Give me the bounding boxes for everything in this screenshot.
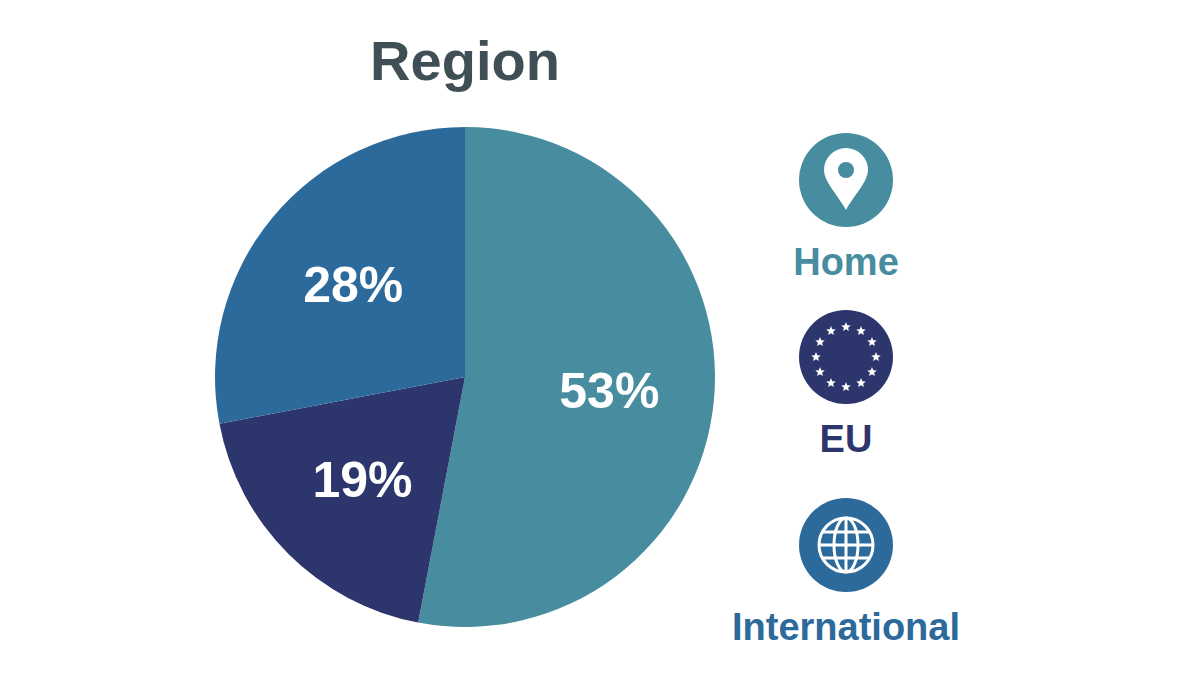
legend-swatch [799, 498, 893, 592]
slices [215, 127, 715, 627]
legend: Home EU International [732, 133, 960, 648]
globe-icon [819, 518, 873, 572]
star-icon [811, 352, 821, 361]
data-labels: 53% 19% 28% [303, 257, 659, 508]
star-icon [856, 378, 866, 387]
star-icon [815, 367, 825, 376]
legend-swatch [799, 310, 893, 404]
star-icon [841, 382, 851, 391]
data-label: 19% [312, 452, 412, 508]
star-icon [871, 352, 881, 361]
globe-icon [819, 544, 873, 547]
globe-icon [823, 531, 869, 534]
star-icon [867, 337, 877, 346]
pin-icon [824, 148, 868, 210]
globe-icon [823, 557, 869, 560]
legend-swatch [799, 133, 893, 227]
legend-label: International [732, 606, 960, 648]
slice [215, 127, 465, 424]
title: Region [370, 29, 560, 92]
star-icon [856, 326, 866, 335]
star-icon [826, 378, 836, 387]
legend-icon [799, 133, 893, 227]
legend-icon [799, 498, 893, 592]
pin-hole [838, 162, 854, 178]
star-icon [815, 337, 825, 346]
star-icon [841, 322, 851, 331]
legend-label: EU [820, 418, 873, 460]
legend-label: Home [793, 241, 899, 283]
legend-icon [799, 310, 893, 404]
data-label: 28% [303, 257, 403, 313]
chart: Region 53% 19% 28% Home EU International [0, 0, 1200, 675]
star-icon [867, 367, 877, 376]
star-icon [826, 326, 836, 335]
data-label: 53% [559, 363, 659, 419]
